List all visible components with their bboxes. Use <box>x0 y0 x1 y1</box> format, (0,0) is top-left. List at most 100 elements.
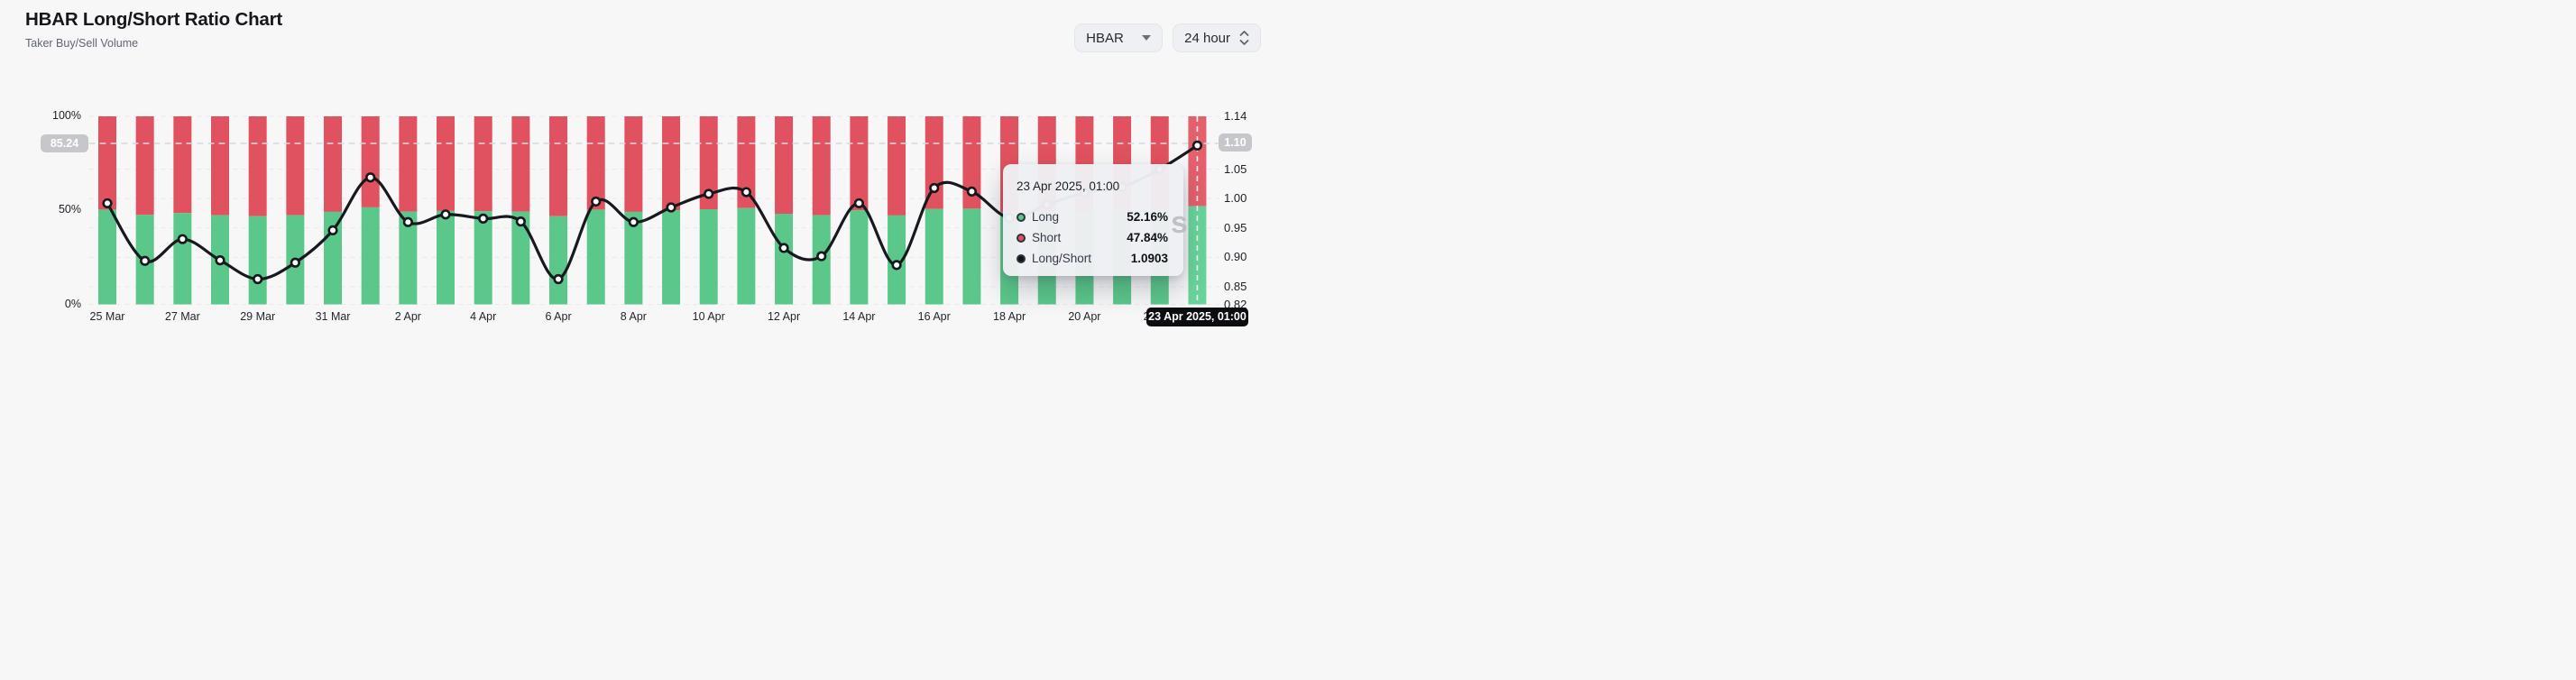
ratio-point <box>553 273 564 285</box>
long-bar-segment <box>173 213 192 305</box>
short-bar-segment <box>248 116 267 216</box>
short-bar-segment <box>98 116 116 210</box>
right-axis-tick: 0.90 <box>1224 250 1247 264</box>
ratio-point <box>929 182 940 194</box>
short-bar-segment <box>286 116 305 216</box>
short-bar-segment <box>812 116 831 216</box>
ratio-point <box>102 198 113 209</box>
long-bar-segment <box>399 211 418 305</box>
up-down-chevrons-icon <box>1239 31 1249 45</box>
symbol-select-value: HBAR <box>1086 30 1124 46</box>
ratio-point <box>402 216 413 227</box>
short-bar-segment <box>135 116 154 216</box>
ratio-point <box>290 257 300 268</box>
x-axis-tick: 6 Apr <box>545 310 572 323</box>
short-bar-segment <box>173 116 192 214</box>
left-axis-tick: 0% <box>64 297 81 310</box>
long-bar-segment <box>586 209 605 305</box>
tooltip-row-short: Short 47.84% <box>1017 227 1168 248</box>
tooltip-title: 23 Apr 2025, 01:00 <box>1017 179 1120 193</box>
long-bar-segment <box>361 207 380 305</box>
long-bar-segment <box>925 208 943 305</box>
page-title: HBAR Long/Short Ratio Chart <box>25 9 282 30</box>
x-axis-tick: 16 Apr <box>917 310 951 323</box>
ratio-point <box>253 273 263 285</box>
right-axis-tick: 1.05 <box>1224 161 1247 176</box>
short-bar-segment <box>511 116 530 212</box>
chart-controls: HBAR 24 hour <box>1074 23 1261 52</box>
short-bar-segment <box>962 116 981 209</box>
short-bar-segment <box>549 116 568 216</box>
page-subtitle: Taker Buy/Sell Volume <box>25 37 139 50</box>
short-bar-segment <box>399 116 418 212</box>
right-axis-tick: 0.95 <box>1224 220 1247 234</box>
long-bar-segment <box>624 211 643 305</box>
ratio-point <box>741 187 751 198</box>
ratio-point <box>966 186 978 197</box>
tooltip-label: Long <box>1032 210 1060 224</box>
tooltip-row-ratio: Long/Short 1.0903 <box>1017 248 1168 269</box>
long-short-ratio-card: HBAR Long/Short Ratio Chart Taker Buy/Se… <box>0 0 1288 340</box>
long-bar-segment <box>699 208 718 305</box>
short-bar-segment <box>850 116 869 211</box>
ratio-point <box>816 251 827 262</box>
x-axis-tick: 29 Mar <box>240 310 276 323</box>
short-bar-segment <box>624 116 643 212</box>
interval-select-value: 24 hour <box>1184 30 1230 46</box>
long-bar-segment <box>549 216 568 305</box>
long-bar-segment <box>437 210 455 305</box>
ratio-point <box>704 188 714 199</box>
long-marker-icon <box>1017 212 1026 222</box>
x-axis-tick: 12 Apr <box>767 310 801 323</box>
interval-select[interactable]: 24 hour <box>1173 23 1261 52</box>
ratio-point <box>853 198 865 209</box>
short-bar-segment <box>586 116 605 210</box>
ratio-point <box>215 255 225 266</box>
x-axis-tick: 20 Apr <box>1068 310 1101 323</box>
ratio-point <box>327 225 338 236</box>
x-axis-tick: 31 Mar <box>315 310 351 323</box>
crosshair-right-badge: 1.10 <box>1219 133 1252 152</box>
tooltip-label: Short <box>1032 231 1062 244</box>
long-bar-segment <box>248 216 267 305</box>
short-bar-segment <box>437 116 455 211</box>
short-bar-segment <box>662 116 681 211</box>
long-bar-segment <box>474 211 492 305</box>
crosshair-left-badge: 85.24 <box>41 134 88 152</box>
x-axis-tick: 14 Apr <box>842 310 876 323</box>
left-axis-tick: 50% <box>58 203 81 216</box>
right-axis-tick: 1.00 <box>1224 191 1247 206</box>
short-bar-segment <box>474 116 492 212</box>
x-axis-tick: 8 Apr <box>620 310 647 323</box>
ratio-point <box>140 255 151 266</box>
right-axis-tick: 1.14 <box>1224 109 1247 123</box>
x-axis-tick: 2 Apr <box>394 310 421 323</box>
ratio-point <box>478 213 489 224</box>
long-bar-segment <box>737 207 756 305</box>
short-bar-segment <box>361 116 380 207</box>
watermark-letter: s <box>1171 206 1188 240</box>
x-axis-tick: 18 Apr <box>993 310 1026 323</box>
ratio-point <box>891 260 902 271</box>
ratio-marker-icon <box>1017 253 1026 263</box>
symbol-select[interactable]: HBAR <box>1074 23 1164 52</box>
x-axis-tick: 27 Mar <box>164 310 200 323</box>
crosshair-date-chip: 23 Apr 2025, 01:00 <box>1146 308 1248 326</box>
short-bar-segment <box>211 116 230 216</box>
long-bar-segment <box>662 210 681 305</box>
ratio-point <box>666 202 676 213</box>
right-axis-tick: 0.82 <box>1224 297 1247 311</box>
tooltip-value: 47.84% <box>1127 231 1168 244</box>
long-bar-segment <box>775 214 794 305</box>
ratio-point <box>365 172 376 183</box>
long-bar-segment <box>511 211 530 305</box>
tooltip-value: 1.0903 <box>1130 252 1168 265</box>
short-bar-segment <box>324 116 343 212</box>
short-bar-segment <box>699 116 718 209</box>
x-axis-tick: 4 Apr <box>470 310 497 323</box>
long-short-chart-canvas[interactable] <box>0 0 1288 340</box>
x-axis-tick: 10 Apr <box>692 310 725 323</box>
right-axis-tick: 0.85 <box>1224 279 1247 293</box>
long-bar-segment <box>98 209 116 305</box>
long-bar-segment <box>962 208 981 305</box>
